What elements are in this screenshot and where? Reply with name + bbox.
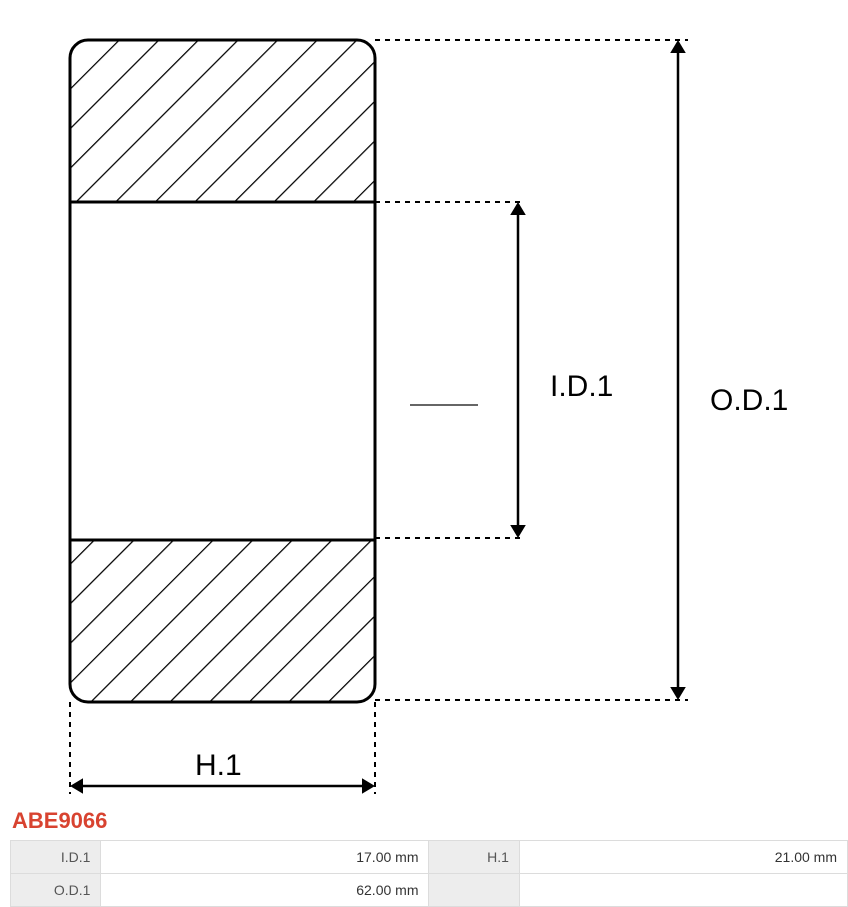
svg-text:O.D.1: O.D.1 xyxy=(710,384,788,417)
bearing-section-diagram: O.D.1 I.D.1 H.1 xyxy=(0,0,848,800)
svg-text:I.D.1: I.D.1 xyxy=(550,370,613,403)
spec-table: I.D.1 17.00 mm H.1 21.00 mm O.D.1 62.00 … xyxy=(10,840,848,907)
cell-label: H.1 xyxy=(429,841,519,874)
cell-value: 62.00 mm xyxy=(101,874,429,907)
part-number: ABE9066 xyxy=(0,800,848,840)
svg-text:H.1: H.1 xyxy=(195,749,242,782)
cell-label xyxy=(429,874,519,907)
cell-value: 17.00 mm xyxy=(101,841,429,874)
cell-label: O.D.1 xyxy=(11,874,101,907)
cell-label: I.D.1 xyxy=(11,841,101,874)
cell-value xyxy=(519,874,847,907)
table-row: O.D.1 62.00 mm xyxy=(11,874,848,907)
table-row: I.D.1 17.00 mm H.1 21.00 mm xyxy=(11,841,848,874)
cell-value: 21.00 mm xyxy=(519,841,847,874)
